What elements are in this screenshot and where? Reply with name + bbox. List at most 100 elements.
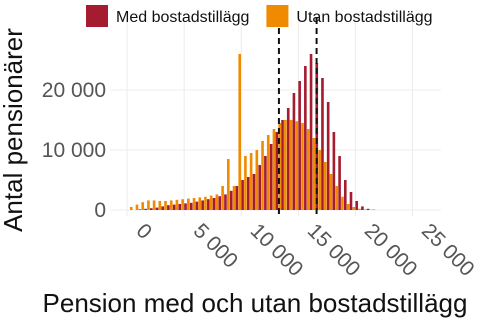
- bar: [215, 194, 219, 210]
- bar: [349, 192, 353, 210]
- y-tick-label: 10 000: [42, 139, 106, 162]
- bar: [175, 199, 179, 210]
- bar: [252, 174, 256, 210]
- bar: [241, 180, 244, 210]
- bar: [158, 201, 162, 210]
- bar: [332, 132, 336, 210]
- bars: [129, 54, 376, 210]
- bar: [292, 93, 296, 210]
- bar: [301, 123, 304, 210]
- bar: [169, 200, 173, 210]
- bar: [189, 202, 193, 210]
- bar: [135, 204, 139, 210]
- bar: [309, 54, 313, 210]
- y-axis-title: Antal pensionärer: [0, 28, 28, 232]
- bar: [144, 208, 147, 210]
- bar: [244, 156, 247, 210]
- x-tick-label: 25 000: [417, 219, 479, 281]
- bar: [195, 201, 199, 210]
- legend-swatch: [86, 5, 108, 27]
- bar: [221, 186, 224, 210]
- bar: [366, 208, 370, 210]
- bar: [363, 209, 367, 210]
- bar: [164, 201, 167, 210]
- bar: [335, 186, 339, 210]
- legend-label: Utan bostadstillägg: [296, 9, 432, 26]
- bar: [192, 198, 196, 210]
- bar: [224, 194, 227, 210]
- bar: [286, 108, 290, 210]
- bar: [304, 66, 307, 210]
- bar: [355, 201, 359, 210]
- bar: [204, 196, 207, 210]
- x-tick-label: 15 000: [303, 219, 365, 281]
- bar: [261, 141, 264, 210]
- bar: [152, 200, 156, 210]
- bar: [289, 120, 293, 210]
- y-tick-label: 20 000: [42, 79, 106, 102]
- bar: [361, 206, 364, 210]
- bar: [258, 165, 262, 210]
- bar: [129, 207, 133, 210]
- bar: [172, 204, 176, 210]
- bar: [249, 153, 253, 210]
- reference-lines: [277, 18, 318, 216]
- bar: [246, 177, 250, 210]
- bar: [232, 186, 236, 210]
- bar: [275, 132, 279, 210]
- bar: [284, 120, 287, 210]
- bar: [212, 198, 216, 210]
- bar: [269, 144, 273, 210]
- bar: [198, 197, 202, 210]
- bar: [298, 81, 301, 210]
- bar: [321, 78, 324, 210]
- bar: [218, 196, 222, 210]
- bar: [161, 206, 164, 210]
- x-tick-label: 5 000: [189, 219, 242, 272]
- grid: [110, 18, 441, 216]
- bar: [318, 150, 321, 210]
- bar: [238, 54, 242, 210]
- legend-label: Med bostadstillägg: [116, 9, 249, 26]
- bar: [278, 123, 281, 210]
- bar: [341, 196, 344, 210]
- bar: [181, 199, 184, 210]
- bar: [155, 207, 159, 210]
- bar: [229, 190, 233, 210]
- bar: [352, 207, 356, 210]
- bar: [306, 129, 310, 210]
- x-tick-label: 20 000: [360, 219, 422, 281]
- bar: [138, 209, 142, 210]
- bar: [255, 150, 259, 210]
- bar: [346, 204, 350, 210]
- bar: [266, 135, 270, 210]
- bar: [187, 198, 190, 210]
- bar: [149, 208, 153, 210]
- legend-swatch: [266, 5, 289, 27]
- bar: [207, 199, 210, 210]
- x-axis-title: Pension med och utan bostadstillägg: [43, 288, 468, 318]
- bar: [209, 195, 213, 210]
- bar: [178, 204, 182, 210]
- bar: [201, 200, 204, 210]
- bar: [324, 162, 327, 210]
- bar: [358, 208, 361, 210]
- bar: [141, 202, 145, 210]
- bar: [147, 200, 150, 210]
- bar: [184, 203, 187, 210]
- bar: [281, 120, 284, 210]
- y-tick-label: 0: [94, 199, 106, 222]
- bar: [315, 63, 319, 210]
- bar: [343, 180, 347, 210]
- bar: [338, 156, 341, 210]
- bar: [226, 159, 230, 210]
- x-tick-label: 10 000: [246, 219, 308, 281]
- bar: [329, 174, 333, 210]
- bar: [272, 129, 276, 210]
- bar: [295, 121, 299, 210]
- bar: [167, 205, 170, 210]
- bar: [264, 156, 267, 210]
- bar: [312, 138, 316, 210]
- bar: [326, 102, 330, 210]
